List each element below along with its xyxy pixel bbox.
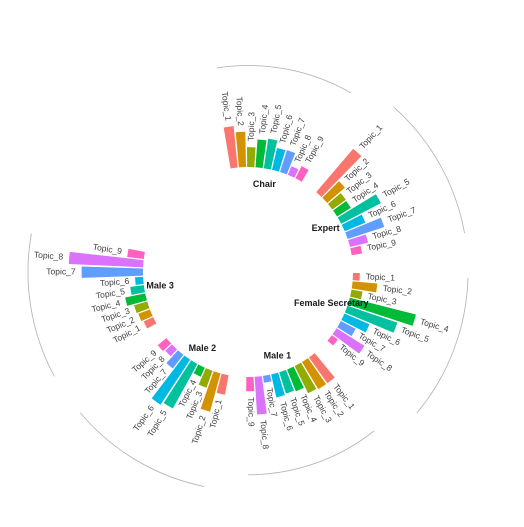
bar-male-1-topic_6 <box>271 372 285 398</box>
bar-male-2-topic_8 <box>165 344 178 357</box>
bar-label: Topic_1 <box>366 271 396 282</box>
bar-label: Topic_8 <box>258 420 271 450</box>
bar-male-1-topic_4 <box>287 366 304 392</box>
bar-male-1-topic_3 <box>294 362 317 394</box>
bar-chair-topic_6 <box>271 148 286 172</box>
group-arc <box>248 430 375 476</box>
group-label: Male 2 <box>189 343 217 353</box>
bar-chair-topic_7 <box>280 150 296 175</box>
bar-label: Topic_8 <box>364 348 394 373</box>
bars <box>68 126 416 415</box>
bar-female-secretary-topic_4 <box>347 297 416 326</box>
bar-label: Topic_2 <box>382 283 413 297</box>
bar-male-1-topic_5 <box>279 369 295 394</box>
bar-label: Topic_1 <box>220 91 234 122</box>
bar-female-secretary-topic_2 <box>351 281 378 293</box>
bar-male-1-topic_8 <box>254 376 267 415</box>
bar-label: Topic_4 <box>257 104 270 134</box>
group-arc <box>393 106 466 234</box>
bar-chair-topic_3 <box>247 147 256 168</box>
bar-chair-topic_2 <box>235 131 246 168</box>
group-labels: Chair Expert Female Secretary Male 1 Male 2 M… <box>146 179 368 360</box>
bar-male-2-topic_9 <box>157 338 172 352</box>
group-arc <box>217 65 351 94</box>
bar-label: Topic_5 <box>381 176 412 199</box>
bar-female-secretary-topic_8 <box>332 328 365 354</box>
bar-label: Topic_9 <box>366 237 397 253</box>
bar-expert-topic_1 <box>316 148 362 197</box>
bar-male-1-topic_1 <box>308 353 335 384</box>
bar-male-3-topic_9 <box>127 248 145 260</box>
bar-male-3-topic_8 <box>68 251 144 268</box>
bar-male-2-topic_7 <box>166 350 184 369</box>
group-arcs <box>27 65 469 487</box>
group-label: Female Secretary <box>294 298 369 308</box>
bar-label: Topic_2 <box>234 96 246 126</box>
bar-male-3-topic_6 <box>135 276 144 285</box>
bar-label: Topic_7 <box>46 266 76 276</box>
bar-label: Topic_5 <box>95 286 126 301</box>
bar-female-secretary-topic_5 <box>344 305 398 333</box>
bar-expert-topic_7 <box>345 217 385 240</box>
bar-expert-topic_8 <box>348 234 369 248</box>
bar-male-1-topic_2 <box>301 358 327 390</box>
bar-label: Topic_1 <box>357 122 384 151</box>
bar-label: Topic_9 <box>246 397 257 427</box>
bar-male-3-topic_4 <box>125 293 147 306</box>
group-arc <box>416 277 469 414</box>
bar-expert-topic_6 <box>341 214 366 232</box>
bar-chair-topic_8 <box>287 166 299 178</box>
bar-chair-topic_5 <box>263 138 278 170</box>
bar-label: Topic_8 <box>34 249 64 261</box>
group-arc <box>27 233 55 377</box>
bar-male-2-topic_1 <box>216 373 229 395</box>
bar-label: Topic_6 <box>100 276 130 288</box>
bar-expert-topic_5 <box>337 194 381 224</box>
bar-chair-topic_9 <box>295 166 309 182</box>
bar-female-secretary-topic_7 <box>337 321 356 337</box>
bar-male-3-topic_5 <box>130 285 145 295</box>
bar-male-3-topic_3 <box>134 301 150 313</box>
bar-male-2-topic_4 <box>193 364 205 377</box>
group-label: Chair <box>253 179 277 189</box>
bar-expert-topic_9 <box>350 245 363 256</box>
group-label: Male 3 <box>146 281 174 291</box>
bar-expert-topic_3 <box>327 193 346 210</box>
bar-label: Topic_3 <box>246 111 257 141</box>
bar-male-2-topic_6 <box>151 355 191 405</box>
bar-expert-topic_4 <box>333 201 351 217</box>
bar-label: Topic_9 <box>92 242 123 257</box>
bar-chair-topic_4 <box>255 139 267 169</box>
group-label: Expert <box>312 223 340 233</box>
bar-male-2-topic_2 <box>200 371 221 412</box>
bar-female-secretary-topic_3 <box>350 289 363 300</box>
bar-male-2-topic_5 <box>163 360 198 409</box>
bar-male-1-topic_9 <box>246 376 255 392</box>
group-arc <box>79 412 205 487</box>
bar-male-3-topic_1 <box>143 317 157 329</box>
bar-female-secretary-topic_1 <box>352 273 360 281</box>
bar-male-1-topic_7 <box>262 374 272 383</box>
bar-male-3-topic_7 <box>81 266 144 278</box>
bar-female-secretary-topic_6 <box>341 313 370 333</box>
bar-male-3-topic_2 <box>138 309 153 322</box>
bar-female-secretary-topic_9 <box>327 335 338 346</box>
group-label: Male 1 <box>264 350 292 360</box>
bar-male-2-topic_3 <box>198 368 213 388</box>
bar-expert-topic_2 <box>322 181 345 204</box>
bar-chair-topic_1 <box>223 126 238 169</box>
